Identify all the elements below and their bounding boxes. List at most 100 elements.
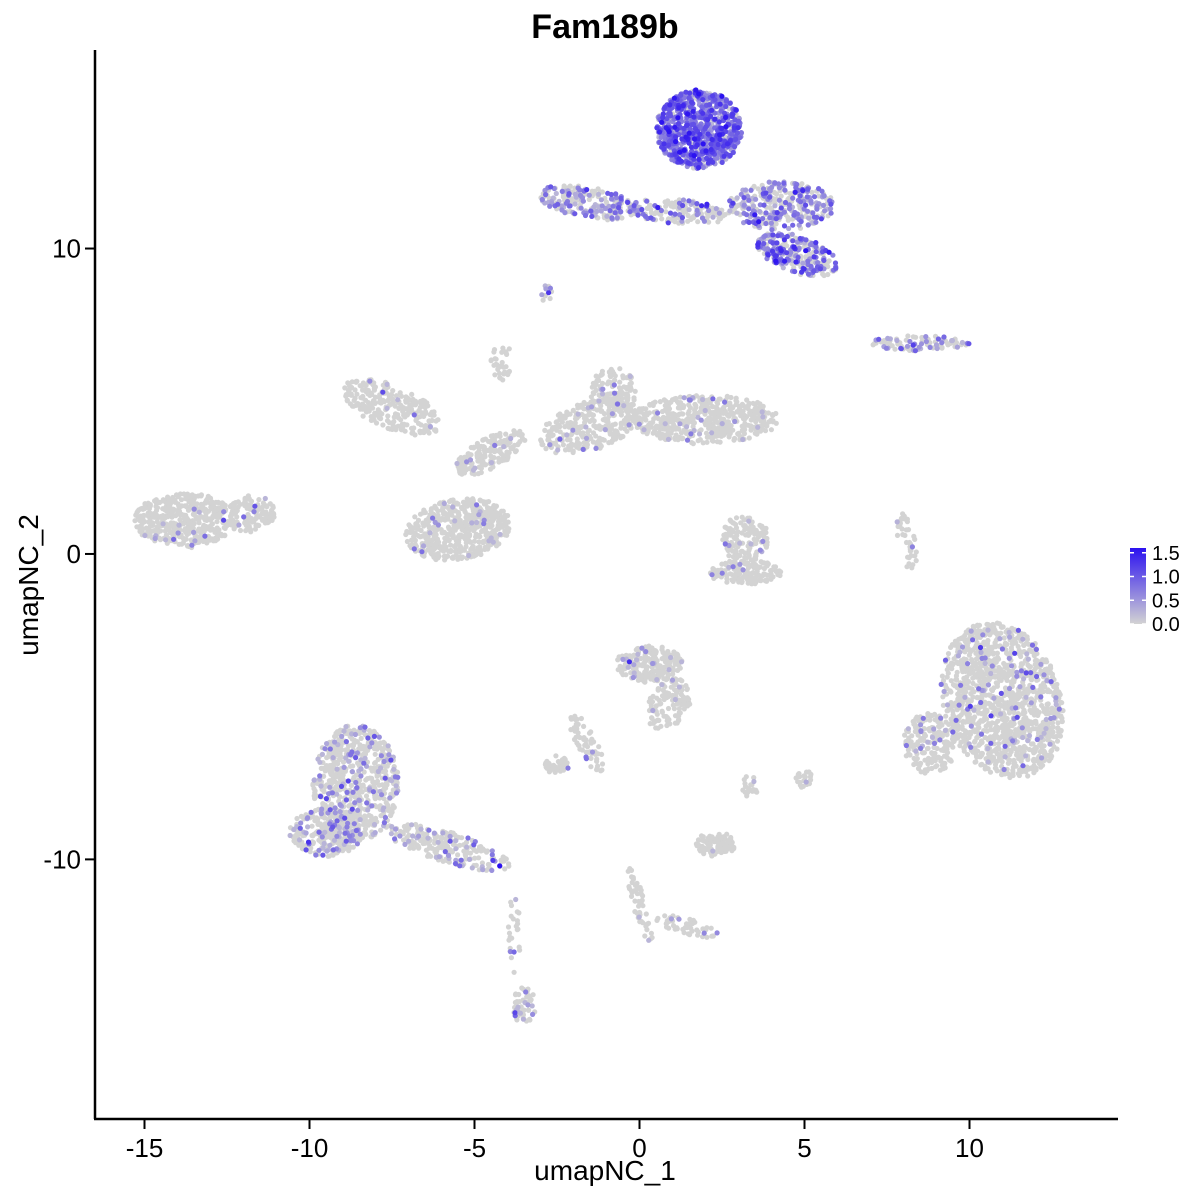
cell-point — [748, 427, 754, 433]
cell-point — [157, 514, 163, 520]
cell-point — [471, 508, 477, 514]
cell-point — [552, 424, 558, 430]
cell-point — [415, 533, 421, 539]
cell-point — [154, 519, 160, 525]
cell-point — [561, 192, 567, 198]
cell-point — [760, 560, 766, 566]
cell-point — [417, 404, 423, 410]
cell-point — [137, 528, 143, 535]
cell-point — [598, 408, 604, 414]
cell-point — [506, 368, 512, 374]
cell-point — [761, 565, 768, 572]
cell-point — [1007, 671, 1013, 678]
cell-point — [713, 411, 719, 417]
cell-point — [979, 752, 985, 758]
cell-point — [465, 451, 472, 457]
cell-point — [410, 396, 416, 402]
cell-point — [442, 540, 448, 546]
cell-point — [943, 713, 949, 719]
cell-point — [200, 538, 206, 545]
cell-point — [731, 534, 737, 541]
cell-point — [1002, 705, 1008, 711]
cell-point — [225, 522, 231, 528]
cell-point — [1008, 645, 1015, 651]
cell-point — [156, 535, 163, 541]
cell-point — [246, 496, 252, 502]
cell-point — [755, 416, 761, 422]
cell-point — [906, 555, 912, 561]
cell-point — [436, 501, 443, 507]
cell-point — [633, 415, 639, 421]
cell-point — [610, 401, 616, 407]
cell-point — [964, 751, 971, 758]
cell-point — [475, 471, 481, 477]
cell-point — [175, 511, 181, 517]
cell-point — [751, 561, 757, 567]
cell-point — [256, 497, 262, 503]
cell-point — [511, 432, 517, 438]
cell-point — [538, 437, 544, 443]
cell-point — [361, 382, 367, 388]
cell-point — [496, 370, 503, 377]
cell-point — [670, 427, 676, 433]
cell-point — [138, 516, 144, 523]
cell-point — [376, 399, 383, 405]
cell-point — [906, 561, 912, 567]
cell-point — [1010, 697, 1016, 703]
cell-point — [925, 713, 931, 719]
cell-point — [914, 756, 920, 762]
cell-point — [747, 571, 753, 577]
cell-point — [213, 514, 219, 520]
cell-point — [736, 571, 743, 577]
cell-point — [503, 431, 509, 437]
cell-point — [411, 525, 417, 531]
cell-point — [1028, 676, 1034, 682]
cell-point — [624, 428, 630, 434]
cell-point — [753, 556, 759, 562]
cell-point — [1004, 662, 1010, 668]
cell-point — [990, 658, 996, 664]
cell-point — [1053, 733, 1059, 740]
cell-point — [191, 521, 197, 527]
cell-point — [562, 424, 568, 430]
cell-point — [463, 514, 469, 520]
cell-point — [745, 565, 752, 571]
cell-point — [423, 539, 429, 546]
cell-point — [900, 516, 906, 522]
cell-point — [543, 446, 549, 452]
cell-point — [165, 494, 171, 500]
cell-point — [429, 417, 435, 424]
cell-point — [1016, 747, 1022, 754]
cell-point — [984, 621, 990, 627]
cell-point — [620, 433, 626, 440]
cell-point — [463, 544, 469, 550]
cell-point — [489, 518, 495, 524]
cell-point — [717, 439, 723, 445]
cell-point — [627, 387, 634, 393]
cell-point — [733, 525, 740, 531]
cell-point — [432, 527, 438, 534]
cell-point — [1048, 752, 1054, 759]
cell-point — [750, 400, 756, 406]
cell-point — [953, 676, 960, 683]
cell-point — [975, 748, 981, 754]
cell-point — [566, 184, 573, 190]
cell-point — [999, 624, 1005, 630]
cell-point — [622, 391, 629, 397]
cell-point — [502, 532, 508, 538]
cell-point — [172, 497, 178, 503]
cell-point — [721, 404, 727, 410]
cell-point — [731, 437, 737, 443]
cell-point — [353, 379, 359, 385]
cell-point — [511, 442, 518, 448]
cell-point — [165, 514, 171, 520]
cell-point — [570, 449, 576, 456]
cell-point — [959, 724, 965, 730]
cell-point — [388, 392, 394, 398]
cell-point — [734, 409, 740, 415]
cell-point — [448, 542, 454, 548]
cell-point — [497, 449, 503, 455]
cell-point — [1021, 642, 1027, 649]
cell-point — [357, 406, 363, 412]
cell-point — [711, 567, 717, 573]
